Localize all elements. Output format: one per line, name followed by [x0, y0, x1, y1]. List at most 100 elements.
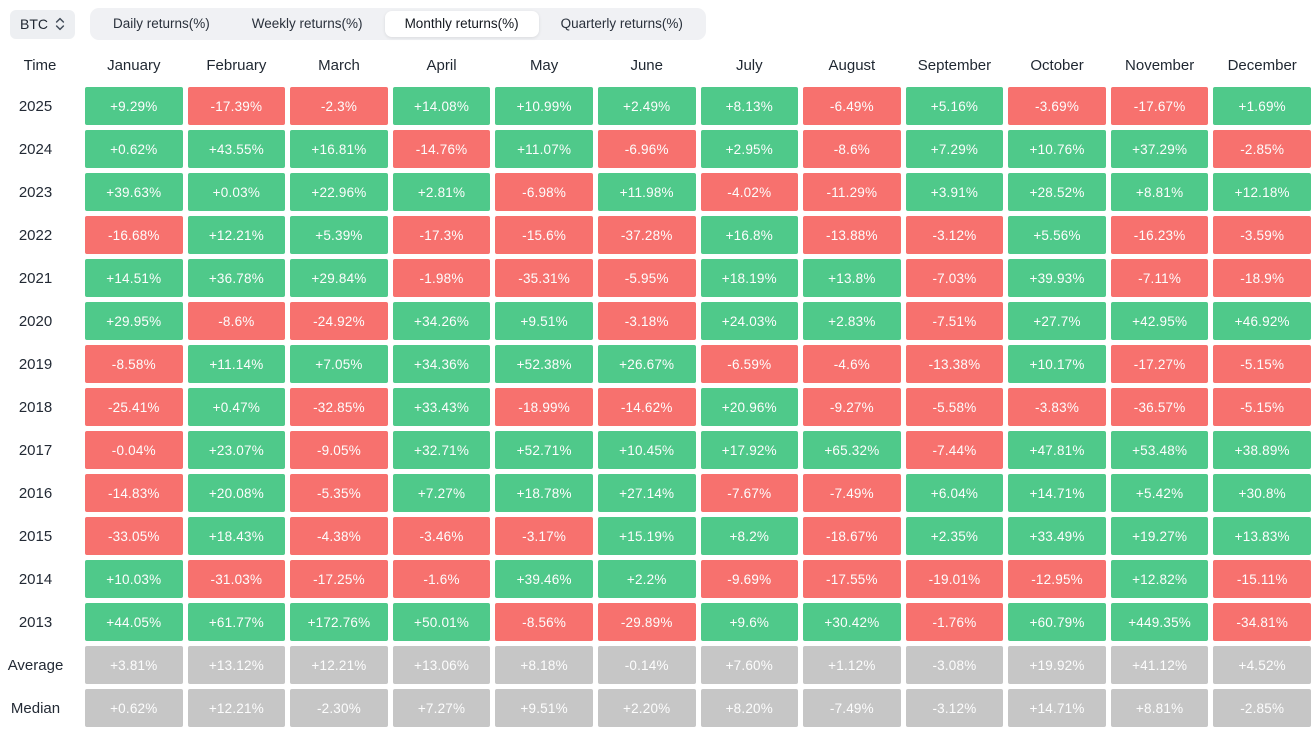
- return-cell-2014-december: -15.11%: [1213, 560, 1311, 598]
- return-cell-2023-july: -4.02%: [700, 173, 799, 211]
- row-label-average: Average: [7, 656, 64, 674]
- return-cell-2020-february: -8.6%: [187, 302, 286, 340]
- return-cell-2024-april: -14.76%: [392, 130, 491, 168]
- return-cell-2023-april: +2.81%: [392, 173, 491, 211]
- return-cell-2025-august: -6.49%: [803, 87, 901, 125]
- return-cell-2025-april: +14.08%: [392, 87, 491, 125]
- return-cell-2019-august: -4.6%: [803, 345, 901, 383]
- return-cell-2016-october: +14.71%: [1008, 474, 1106, 512]
- return-cell-2014-november: +12.82%: [1110, 560, 1209, 598]
- return-cell-2015-may: -3.17%: [495, 517, 593, 555]
- return-cell-2024-august: -8.6%: [803, 130, 901, 168]
- return-cell-2025-may: +10.99%: [495, 87, 593, 125]
- return-cell-2025-october: -3.69%: [1008, 87, 1106, 125]
- row-label-2016: 2016: [18, 484, 53, 502]
- return-cell-2022-june: -37.28%: [597, 216, 696, 254]
- return-cell-2020-may: +9.51%: [495, 302, 593, 340]
- return-cell-2023-may: -6.98%: [495, 173, 593, 211]
- return-cell-2021-february: +36.78%: [187, 259, 286, 297]
- return-cell-2024-may: +11.07%: [495, 130, 593, 168]
- row-label-2014: 2014: [18, 570, 53, 588]
- toolbar: BTC Daily returns(%) Weekly returns(%) Mon…: [0, 0, 1314, 40]
- return-cell-2015-february: +18.43%: [187, 517, 286, 555]
- return-cell-2017-july: +17.92%: [700, 431, 799, 469]
- return-cell-2019-december: -5.15%: [1213, 345, 1311, 383]
- return-cell-2016-february: +20.08%: [187, 474, 286, 512]
- return-cell-2020-march: -24.92%: [290, 302, 388, 340]
- return-cell-average-june: -0.14%: [597, 646, 696, 684]
- return-cell-2025-march: -2.3%: [290, 87, 388, 125]
- return-cell-2019-march: +7.05%: [290, 345, 388, 383]
- tab-weekly-returns[interactable]: Weekly returns(%): [251, 16, 363, 32]
- return-cell-2019-october: +10.17%: [1008, 345, 1106, 383]
- return-cell-2022-october: +5.56%: [1008, 216, 1106, 254]
- return-cell-2014-april: -1.6%: [392, 560, 491, 598]
- return-cell-2015-december: +13.83%: [1213, 517, 1311, 555]
- return-cell-2023-october: +28.52%: [1008, 173, 1106, 211]
- return-cell-2020-october: +27.7%: [1008, 302, 1106, 340]
- tab-monthly-returns[interactable]: Monthly returns(%): [384, 11, 539, 37]
- return-cell-2020-september: -7.51%: [905, 302, 1004, 340]
- return-cell-2017-september: -7.44%: [905, 431, 1004, 469]
- return-cell-2018-january: -25.41%: [85, 388, 183, 426]
- return-cell-median-february: +12.21%: [187, 689, 286, 727]
- symbol-selector-value: BTC: [20, 16, 48, 32]
- return-cell-2025-december: +1.69%: [1213, 87, 1311, 125]
- return-cell-2024-february: +43.55%: [187, 130, 286, 168]
- return-cell-2018-april: +33.43%: [392, 388, 491, 426]
- return-cell-2013-february: +61.77%: [187, 603, 286, 641]
- return-cell-2023-january: +39.63%: [85, 173, 183, 211]
- symbol-selector[interactable]: BTC: [10, 9, 75, 39]
- return-cell-2018-december: -5.15%: [1213, 388, 1311, 426]
- select-updown-icon: [55, 17, 65, 31]
- return-cell-2022-march: +5.39%: [290, 216, 388, 254]
- return-cell-average-january: +3.81%: [85, 646, 183, 684]
- row-label-2013: 2013: [18, 613, 53, 631]
- return-cell-average-february: +13.12%: [187, 646, 286, 684]
- return-cell-2021-july: +18.19%: [700, 259, 799, 297]
- return-cell-2022-december: -3.59%: [1213, 216, 1311, 254]
- return-cell-2023-december: +12.18%: [1213, 173, 1311, 211]
- return-cell-2021-october: +39.93%: [1008, 259, 1106, 297]
- return-cell-2017-october: +47.81%: [1008, 431, 1106, 469]
- monthly-returns-table: Time January February March April May June July…: [0, 49, 1311, 727]
- return-cell-2016-march: -5.35%: [290, 474, 388, 512]
- column-header-march: March: [318, 57, 360, 74]
- return-cell-2019-april: +34.36%: [392, 345, 491, 383]
- return-cell-median-january: +0.62%: [85, 689, 183, 727]
- return-cell-2016-january: -14.83%: [85, 474, 183, 512]
- return-cell-2013-september: -1.76%: [905, 603, 1004, 641]
- return-cell-2022-august: -13.88%: [803, 216, 901, 254]
- return-cell-2024-november: +37.29%: [1110, 130, 1209, 168]
- row-label-2017: 2017: [18, 441, 53, 459]
- return-cell-2019-february: +11.14%: [187, 345, 286, 383]
- row-label-2024: 2024: [18, 140, 53, 158]
- return-cell-2019-november: -17.27%: [1110, 345, 1209, 383]
- return-cell-2023-november: +8.81%: [1110, 173, 1209, 211]
- return-cell-median-august: -7.49%: [803, 689, 901, 727]
- return-cell-2024-september: +7.29%: [905, 130, 1004, 168]
- return-cell-2019-july: -6.59%: [700, 345, 799, 383]
- tab-quarterly-returns[interactable]: Quarterly returns(%): [560, 16, 683, 32]
- return-cell-2014-february: -31.03%: [187, 560, 286, 598]
- return-cell-2013-july: +9.6%: [700, 603, 799, 641]
- return-cell-2025-june: +2.49%: [597, 87, 696, 125]
- return-cell-median-september: -3.12%: [905, 689, 1004, 727]
- row-label-2022: 2022: [18, 226, 53, 244]
- return-cell-2022-september: -3.12%: [905, 216, 1004, 254]
- row-label-2015: 2015: [18, 527, 53, 545]
- return-cell-2022-may: -15.6%: [495, 216, 593, 254]
- row-label-2020: 2020: [18, 312, 53, 330]
- return-cell-2013-april: +50.01%: [392, 603, 491, 641]
- tab-daily-returns[interactable]: Daily returns(%): [113, 16, 210, 32]
- column-header-january: January: [107, 57, 161, 74]
- return-cell-2016-november: +5.42%: [1110, 474, 1209, 512]
- return-cell-2018-september: -5.58%: [905, 388, 1004, 426]
- return-cell-2015-august: -18.67%: [803, 517, 901, 555]
- return-cell-2014-january: +10.03%: [85, 560, 183, 598]
- row-label-2023: 2023: [18, 183, 53, 201]
- return-cell-2015-november: +19.27%: [1110, 517, 1209, 555]
- return-cell-2020-june: -3.18%: [597, 302, 696, 340]
- return-cell-2014-may: +39.46%: [495, 560, 593, 598]
- return-cell-2016-december: +30.8%: [1213, 474, 1311, 512]
